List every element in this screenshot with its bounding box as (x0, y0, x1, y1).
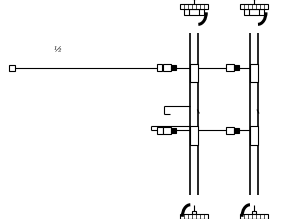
Bar (180, 4, 208, 9)
Bar (190, 126, 198, 145)
Bar (226, 127, 234, 134)
Bar (192, 211, 196, 214)
Bar (252, 211, 256, 214)
Bar (234, 65, 239, 70)
Bar (163, 64, 171, 71)
Bar (184, 9, 204, 15)
Bar (226, 64, 234, 71)
Bar (163, 127, 171, 134)
Bar (250, 126, 258, 145)
Bar (240, 4, 268, 9)
Bar (250, 64, 258, 82)
Bar (171, 128, 176, 133)
Bar (9, 65, 15, 71)
Bar (244, 9, 264, 15)
Bar (180, 214, 208, 219)
Bar (171, 65, 176, 70)
Text: ½: ½ (54, 46, 62, 54)
Bar (234, 128, 239, 133)
Bar (240, 214, 268, 219)
Bar (157, 64, 162, 71)
Bar (190, 64, 198, 82)
Bar (157, 127, 163, 134)
